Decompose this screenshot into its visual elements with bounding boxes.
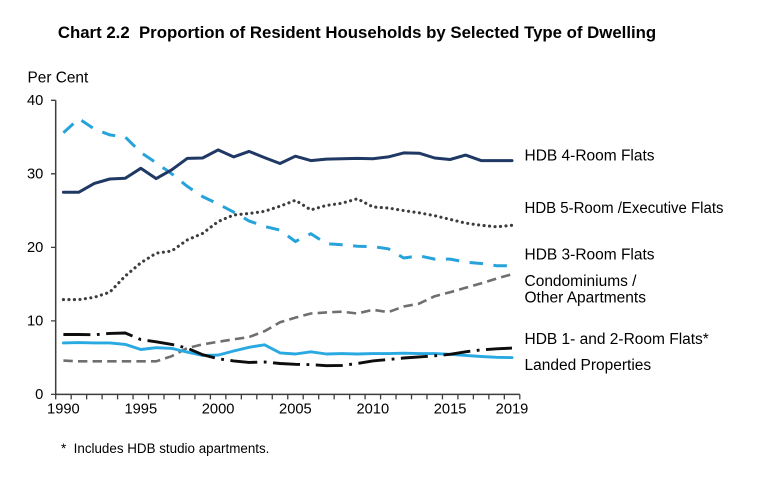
svg-text:1990: 1990 [47, 401, 80, 417]
svg-text:Other Apartments: Other Apartments [525, 290, 647, 307]
svg-text:HDB 5-Room /Executive Flats: HDB 5-Room /Executive Flats [525, 200, 724, 217]
svg-text:2005: 2005 [279, 401, 312, 417]
svg-text:2019: 2019 [496, 401, 529, 417]
svg-text:2010: 2010 [356, 401, 389, 417]
svg-text:0: 0 [35, 387, 43, 403]
svg-text:HDB 4-Room Flats: HDB 4-Room Flats [525, 148, 655, 165]
svg-text:Per Cent: Per Cent [28, 69, 89, 86]
svg-text:1995: 1995 [124, 401, 157, 417]
svg-text:HDB 1- and 2-Room Flats*: HDB 1- and 2-Room Flats* [525, 331, 709, 348]
svg-text:Landed Properties: Landed Properties [525, 357, 652, 374]
svg-text:40: 40 [27, 93, 43, 109]
svg-text:2015: 2015 [434, 401, 467, 417]
svg-text:10: 10 [27, 313, 43, 329]
svg-text:2000: 2000 [202, 401, 235, 417]
svg-text:HDB 3-Room Flats: HDB 3-Room Flats [525, 247, 655, 264]
svg-text:Condominiums /: Condominiums / [525, 273, 638, 290]
svg-text:20: 20 [27, 240, 43, 256]
svg-text:Chart 2.2 Proportion of Resid: Chart 2.2 Proportion of Resident Househo… [58, 23, 656, 42]
svg-text:30: 30 [27, 166, 43, 182]
svg-text:* Includes HDB studio apartme: * Includes HDB studio apartments. [61, 441, 269, 456]
